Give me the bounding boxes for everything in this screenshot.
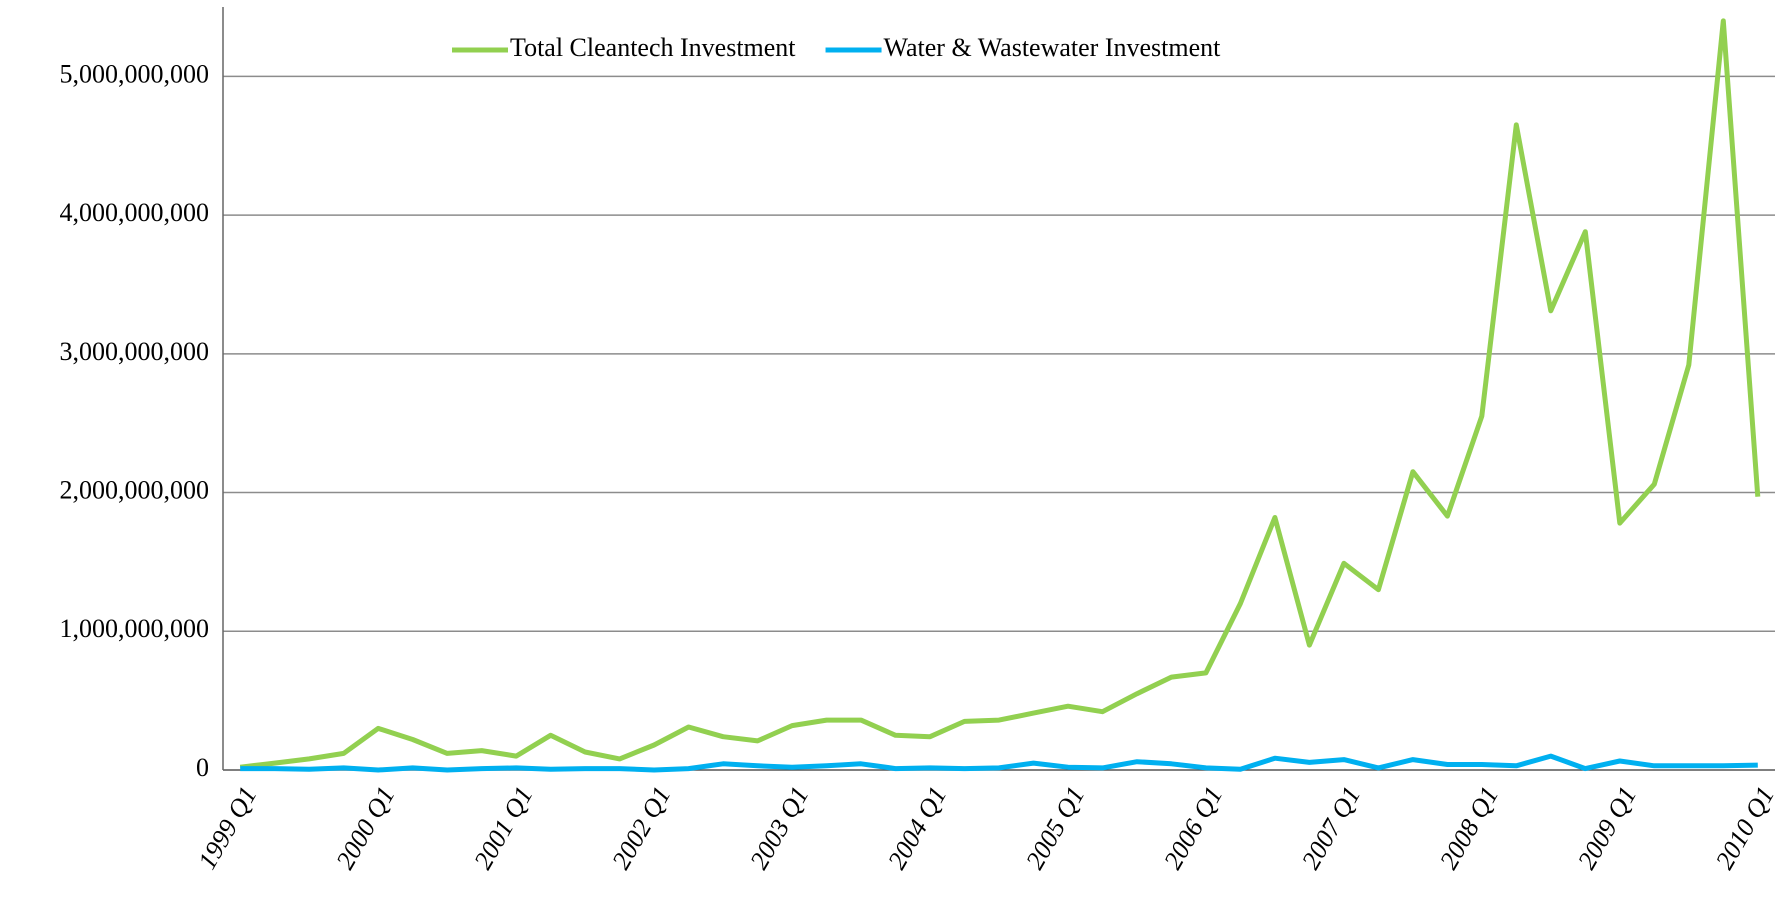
x-tick-label: 2008 Q1 [1434, 781, 1504, 874]
x-tick-label: 1999 Q1 [192, 781, 262, 874]
x-tick-label: 2000 Q1 [330, 781, 400, 874]
series-line [239, 18, 1761, 770]
y-tick-label: 3,000,000,000 [60, 337, 210, 366]
x-tick-label: 2001 Q1 [468, 781, 538, 874]
x-tick-label: 2003 Q1 [744, 781, 814, 874]
series-line [240, 753, 1758, 773]
y-tick-label: 4,000,000,000 [60, 198, 210, 227]
x-tick-label: 2006 Q1 [1158, 781, 1228, 874]
x-tick-label: 2004 Q1 [882, 781, 952, 874]
y-tick-label: 5,000,000,000 [60, 59, 210, 88]
y-tick-label: 1,000,000,000 [60, 614, 210, 643]
y-tick-label: 2,000,000,000 [60, 476, 210, 505]
legend-label: Total Cleantech Investment [510, 33, 796, 62]
x-tick-label: 2005 Q1 [1020, 781, 1090, 874]
x-tick-label: 2002 Q1 [606, 781, 676, 874]
x-tick-label: 2010 Q1 [1710, 781, 1780, 874]
x-tick-label: 2007 Q1 [1296, 781, 1366, 874]
y-tick-label: 0 [196, 753, 209, 782]
x-tick-label: 2009 Q1 [1572, 781, 1642, 874]
legend-label: Water & Wastewater Investment [884, 33, 1222, 62]
